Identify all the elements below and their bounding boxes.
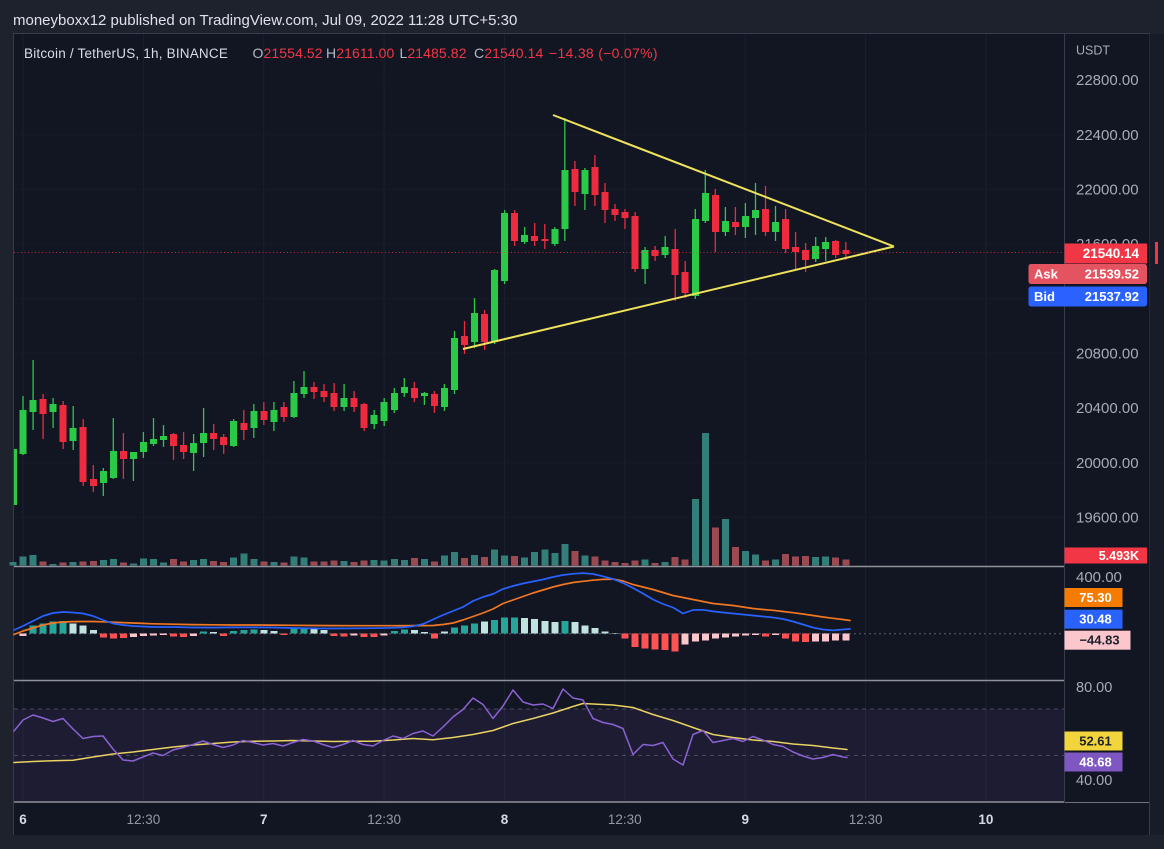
svg-text:22000.00: 22000.00 — [1076, 182, 1139, 199]
svg-text:21540.14: 21540.14 — [1083, 246, 1140, 261]
svg-text:400.00: 400.00 — [1076, 569, 1122, 586]
svg-text:6: 6 — [19, 812, 27, 827]
svg-text:10: 10 — [978, 812, 993, 827]
svg-text:12:30: 12:30 — [127, 812, 161, 827]
svg-text:20400.00: 20400.00 — [1076, 400, 1139, 417]
svg-text:Ask: Ask — [1034, 267, 1059, 282]
svg-text:5.493K: 5.493K — [1099, 549, 1139, 563]
svg-text:H21611.00: H21611.00 — [326, 45, 394, 61]
svg-text:22400.00: 22400.00 — [1076, 127, 1139, 144]
svg-text:20000.00: 20000.00 — [1076, 455, 1139, 472]
svg-text:48.68: 48.68 — [1079, 755, 1112, 770]
svg-text:8: 8 — [501, 812, 509, 827]
svg-text:19600.00: 19600.00 — [1076, 510, 1139, 527]
svg-text:21537.92: 21537.92 — [1085, 289, 1139, 304]
svg-text:12:30: 12:30 — [608, 812, 642, 827]
svg-text:moneyboxx12 published on Tradi: moneyboxx12 published on TradingView.com… — [13, 12, 517, 29]
svg-text:O21554.52: O21554.52 — [253, 45, 323, 61]
svg-text:9: 9 — [741, 812, 749, 827]
svg-text:L21485.82: L21485.82 — [400, 45, 467, 61]
svg-text:−44.83: −44.83 — [1079, 633, 1119, 648]
svg-text:21539.52: 21539.52 — [1085, 267, 1139, 282]
svg-text:C21540.14: C21540.14 — [474, 45, 544, 61]
svg-text:USDT: USDT — [1076, 43, 1110, 57]
svg-text:75.30: 75.30 — [1079, 590, 1112, 605]
svg-text:40.00: 40.00 — [1076, 773, 1112, 789]
svg-text:20800.00: 20800.00 — [1076, 346, 1139, 363]
svg-text:22800.00: 22800.00 — [1076, 72, 1139, 89]
svg-text:−14.38 (−0.07%): −14.38 (−0.07%) — [549, 45, 658, 61]
svg-text:12:30: 12:30 — [367, 812, 401, 827]
svg-text:80.00: 80.00 — [1076, 680, 1112, 696]
svg-text:7: 7 — [260, 812, 268, 827]
svg-text:52.61: 52.61 — [1079, 734, 1112, 749]
svg-text:Bid: Bid — [1034, 289, 1055, 304]
svg-text:30.48: 30.48 — [1079, 612, 1112, 627]
svg-text:12:30: 12:30 — [849, 812, 883, 827]
svg-text:Bitcoin / TetherUS, 1h, BINANC: Bitcoin / TetherUS, 1h, BINANCE — [24, 46, 228, 61]
